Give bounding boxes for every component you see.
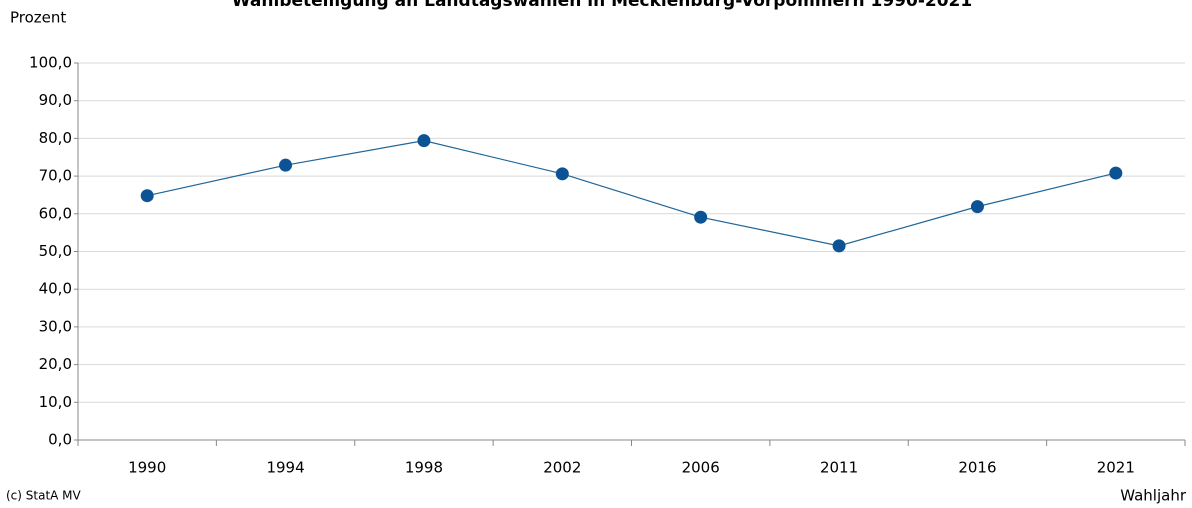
marker [832,239,846,253]
x-tick-label: 2016 [958,459,996,477]
x-tick-label: 2002 [543,459,581,477]
y-tick-label: 80,0 [39,129,72,147]
marker [694,210,708,224]
y-tick-label: 40,0 [39,280,72,298]
y-tick-label: 70,0 [39,167,72,185]
marker [970,200,984,214]
marker [1109,166,1123,180]
y-tick-label: 30,0 [39,317,72,335]
line [147,140,1116,247]
marker [555,167,569,181]
y-tick-label: 50,0 [39,242,72,260]
y-tick-label: 20,0 [39,355,72,373]
y-tick-label: 100,0 [29,54,72,72]
marker [140,189,154,203]
x-tick-label: 2011 [820,459,858,477]
chart-title: Wahlbeteiligung an Landtagswahlen in Mec… [232,0,972,11]
x-axis-label: Wahljahr [1120,487,1187,505]
x-tick-label: 1998 [405,459,443,477]
y-tick-label: 0,0 [48,431,72,449]
x-tick-label: 1994 [266,459,304,477]
x-tick-label: 2021 [1097,459,1135,477]
source: (c) StatA MV [6,489,82,503]
x-tick-label: 2006 [682,459,720,477]
marker [417,134,431,148]
y-tick-label: 10,0 [39,393,72,411]
y-tick-label: 60,0 [39,204,72,222]
y-tick-label: 90,0 [39,91,72,109]
x-tick-label: 1990 [128,459,166,477]
marker [279,158,293,172]
y-axis-label: Prozent [10,9,66,27]
